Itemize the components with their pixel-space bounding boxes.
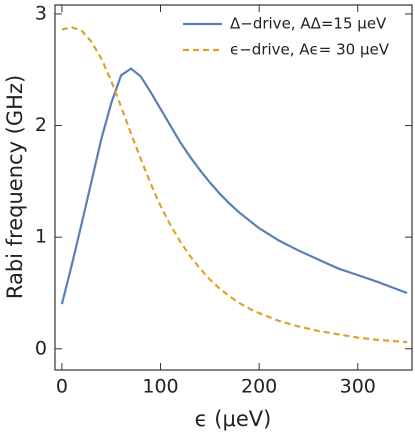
x-tick-label: 100 bbox=[142, 376, 178, 398]
legend-label: ϵ−drive, Aϵ= 30 μeV bbox=[230, 41, 390, 59]
x-tick-label: 300 bbox=[340, 376, 376, 398]
series-line bbox=[60, 67, 408, 305]
plot-frame bbox=[54, 4, 413, 371]
y-tick-label: 0 bbox=[35, 337, 47, 359]
x-axis-label: ϵ (μeV) bbox=[195, 407, 272, 431]
y-tick-label: 2 bbox=[35, 114, 47, 136]
x-tick-label: 0 bbox=[56, 376, 68, 398]
y-tick-label: 3 bbox=[35, 2, 47, 24]
y-tick-label: 1 bbox=[35, 226, 47, 248]
legend-label: Δ−drive, AΔ=15 μeV bbox=[230, 15, 387, 33]
x-tick-label: 200 bbox=[241, 376, 277, 398]
series-line bbox=[61, 26, 408, 344]
y-axis-label: Rabi frequency (GHz) bbox=[3, 75, 27, 299]
